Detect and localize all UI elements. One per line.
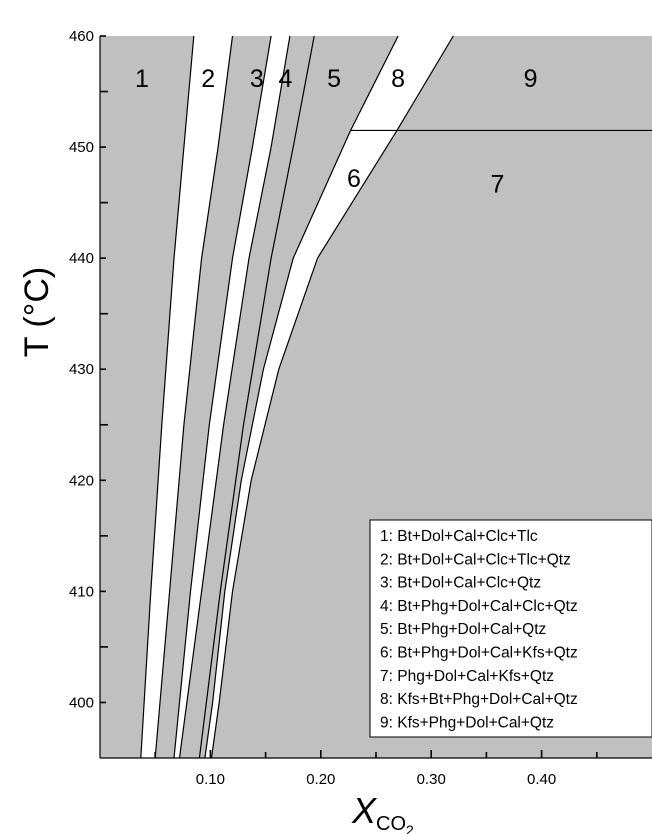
field-number-9: 9 xyxy=(524,65,538,93)
field-number-2: 2 xyxy=(201,65,215,93)
y-tick-label: 440 xyxy=(69,250,94,267)
reaction-curve-3 xyxy=(173,35,272,759)
reaction-curve-1 xyxy=(140,35,195,759)
reaction-curve-4 xyxy=(178,35,291,759)
axes: 0.10 0.20 0.30 0.40 400 410 420 430 440 450 460 xyxy=(69,28,652,788)
legend-entry: 2: Bt+Dol+Cal+Clc+Tlc+Qtz xyxy=(380,551,571,568)
reaction-curve-5 xyxy=(198,35,315,759)
field-number-3: 3 xyxy=(250,65,264,93)
field-number-4: 4 xyxy=(279,65,293,93)
x-axis-label-sub: CO xyxy=(376,813,406,834)
legend-entry: 8: Kfs+Bt+Phg+Dol+Cal+Qtz xyxy=(380,691,578,708)
legend-entry: 9: Kfs+Phg+Dol+Cal+Qtz xyxy=(380,714,554,731)
field-number-5: 5 xyxy=(327,65,341,93)
y-tick-label: 400 xyxy=(69,694,94,711)
white-band xyxy=(204,36,454,758)
reaction-curve-2 xyxy=(154,35,234,759)
y-axis-label: T (°C) xyxy=(18,267,56,357)
y-tick-label: 430 xyxy=(69,361,94,378)
x-tick-label: 0.10 xyxy=(196,771,225,788)
y-tick-label: 450 xyxy=(69,139,94,156)
reaction-curves xyxy=(140,35,454,759)
x-tick-label: 0.20 xyxy=(306,771,335,788)
x-ticks: 0.10 0.20 0.30 0.40 xyxy=(154,750,598,788)
field-numbers: 1 2 3 4 5 8 9 6 7 xyxy=(135,65,538,199)
field-number-6: 6 xyxy=(347,165,361,193)
legend-entry: 4: Bt+Phg+Dol+Cal+Clc+Qtz xyxy=(380,598,578,615)
legend-entry: 6: Bt+Phg+Dol+Cal+Kfs+Qtz xyxy=(380,645,578,662)
legend-entry: 1: Bt+Dol+Cal+Clc+Tlc xyxy=(380,528,538,545)
field-number-7: 7 xyxy=(490,171,504,199)
x-tick-label: 0.30 xyxy=(417,771,446,788)
reaction-curve-7 xyxy=(210,35,454,759)
legend-box xyxy=(369,519,652,738)
field-number-1: 1 xyxy=(135,65,149,93)
x-axis-label-main: X xyxy=(351,790,378,831)
legend-entries: 1: Bt+Dol+Cal+Clc+Tlc 2: Bt+Dol+Cal+Clc+T… xyxy=(380,528,578,731)
x-axis-label-sub2: 2 xyxy=(406,822,414,834)
x-tick-label: 0.40 xyxy=(527,771,556,788)
reaction-curve-6 xyxy=(204,35,399,759)
y-tick-label: 410 xyxy=(69,583,94,600)
legend-entry: 3: Bt+Dol+Cal+Clc+Qtz xyxy=(380,575,541,592)
legend-entry: 5: Bt+Phg+Dol+Cal+Qtz xyxy=(380,621,546,638)
legend: 1: Bt+Dol+Cal+Clc+Tlc 2: Bt+Dol+Cal+Clc+T… xyxy=(369,519,652,738)
x-axis-label: XCO2 xyxy=(351,790,414,834)
field-number-8: 8 xyxy=(391,65,405,93)
y-tick-label: 420 xyxy=(69,472,94,489)
y-ticks: 400 410 420 430 440 450 460 xyxy=(69,28,108,711)
legend-entry: 7: Phg+Dol+Cal+Kfs+Qtz xyxy=(380,668,554,685)
y-tick-label: 460 xyxy=(69,28,94,45)
